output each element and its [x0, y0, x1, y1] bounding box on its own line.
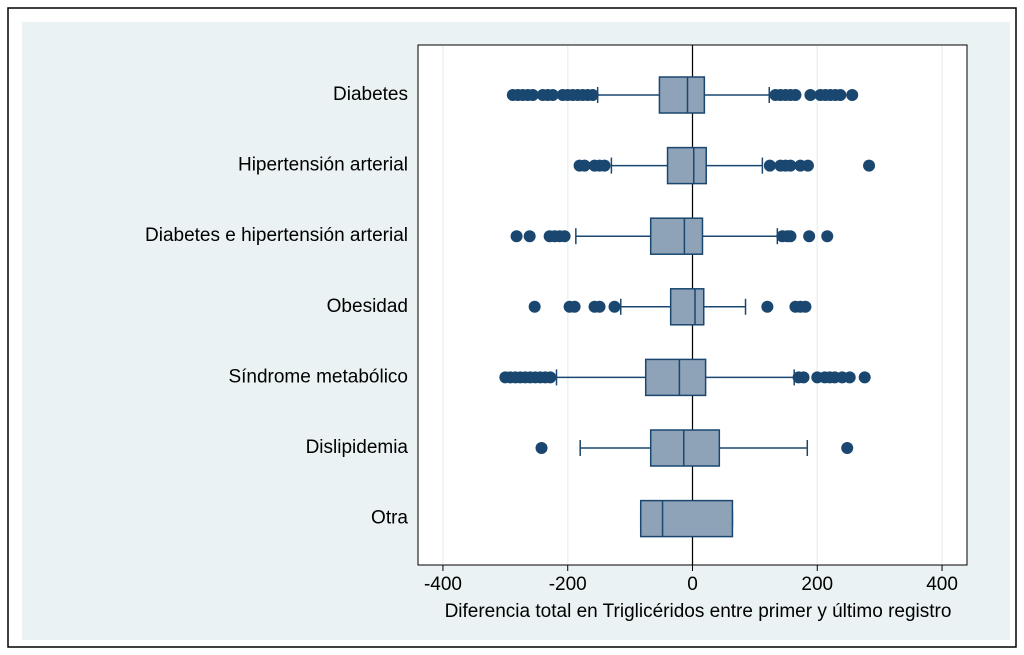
outlier — [578, 159, 591, 172]
outlier — [558, 230, 571, 243]
outlier — [801, 159, 814, 172]
category-label: Obesidad — [327, 296, 408, 317]
outlier — [546, 89, 559, 101]
outlier — [841, 442, 854, 454]
category-label: Dislipidemia — [306, 437, 409, 458]
outlier — [544, 371, 557, 384]
category-label: Síndrome metabólico — [228, 366, 408, 387]
outlier — [834, 89, 847, 101]
box — [644, 358, 707, 397]
outlier — [510, 230, 523, 243]
box — [658, 76, 706, 114]
outlier — [784, 230, 797, 243]
x-tick-label: -200 — [549, 574, 587, 595]
outlier — [797, 371, 810, 384]
outlier — [821, 230, 834, 243]
outlier — [608, 300, 621, 313]
outlier — [843, 371, 856, 384]
outlier — [763, 159, 776, 172]
x-tick-label: 200 — [801, 574, 833, 595]
outlier — [858, 371, 871, 384]
outlier — [593, 300, 606, 313]
outlier — [535, 442, 548, 454]
outlier — [528, 300, 541, 313]
outlier — [526, 89, 539, 101]
x-tick-label: -400 — [424, 574, 462, 595]
outlier — [846, 89, 859, 101]
category-label: Diabetes e hipertensión arterial — [145, 225, 408, 246]
box — [669, 288, 705, 326]
x-tick-label: 400 — [926, 574, 958, 595]
outlier — [586, 89, 599, 101]
category-label: Otra — [371, 508, 408, 529]
x-tick-label: 0 — [687, 574, 698, 595]
category-label: Diabetes — [333, 84, 408, 105]
category-label: Hipertensión arterial — [238, 155, 408, 176]
outlier — [804, 89, 817, 101]
outlier — [523, 230, 536, 243]
box — [639, 499, 734, 538]
box — [649, 429, 721, 467]
outlier — [863, 159, 876, 172]
outlier — [568, 300, 581, 313]
x-axis-label: Diferencia total en Triglicéridos entre … — [445, 601, 952, 622]
outlier — [598, 159, 611, 172]
box — [666, 146, 707, 185]
box — [649, 217, 704, 255]
outlier — [789, 89, 802, 101]
outlier — [799, 300, 812, 313]
outlier — [761, 300, 774, 313]
outlier — [803, 230, 816, 243]
outlier — [784, 159, 797, 172]
